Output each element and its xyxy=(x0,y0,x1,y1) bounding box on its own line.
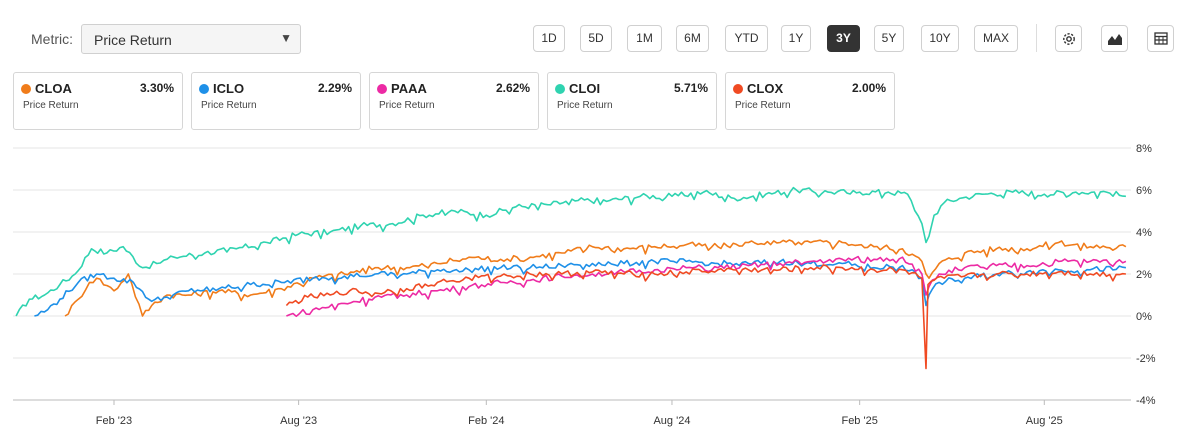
legend-card-clox[interactable]: CLOX 2.00% Price Return xyxy=(725,72,895,130)
y-tick-label: 2% xyxy=(1136,269,1152,281)
card-ticker: CLOI xyxy=(569,81,601,96)
card-ticker: CLOA xyxy=(35,81,72,96)
y-tick-label: 0% xyxy=(1136,311,1152,323)
x-tick-label: Aug '24 xyxy=(653,415,690,427)
range-button-6m[interactable]: 6M xyxy=(676,25,709,52)
range-button-1d[interactable]: 1D xyxy=(533,25,565,52)
range-button-1m[interactable]: 1M xyxy=(627,25,662,52)
table-view-icon xyxy=(1153,32,1168,45)
range-button-3y[interactable]: 3Y xyxy=(827,25,860,52)
y-tick-label: -4% xyxy=(1136,395,1156,407)
card-value: 2.29% xyxy=(317,81,352,95)
series-color-dot xyxy=(199,84,209,94)
card-metric: Price Return xyxy=(201,100,257,111)
y-tick-label: 6% xyxy=(1136,185,1152,197)
range-button-5y[interactable]: 5Y xyxy=(874,25,904,52)
series-line-clox xyxy=(285,264,1126,370)
range-button-1y[interactable]: 1Y xyxy=(781,25,811,52)
y-tick-label: 8% xyxy=(1136,143,1152,155)
metric-select-value: Price Return xyxy=(94,32,172,48)
table-view-button[interactable] xyxy=(1147,25,1174,52)
card-metric: Price Return xyxy=(23,100,79,111)
card-metric: Price Return xyxy=(735,100,791,111)
card-metric: Price Return xyxy=(379,100,435,111)
range-button-ytd[interactable]: YTD xyxy=(725,25,768,52)
card-value: 2.00% xyxy=(851,81,886,95)
y-tick-label: 4% xyxy=(1136,227,1152,239)
card-ticker: PAAA xyxy=(391,81,427,96)
series-color-dot xyxy=(555,84,565,94)
card-metric: Price Return xyxy=(557,100,613,111)
series-line-paaa xyxy=(286,255,1127,318)
x-tick-label: Aug '23 xyxy=(280,415,317,427)
card-value: 3.30% xyxy=(139,81,174,95)
range-button-5d[interactable]: 5D xyxy=(580,25,612,52)
series-line-iclo xyxy=(34,258,1127,317)
card-ticker: ICLO xyxy=(213,81,245,96)
range-button-10y[interactable]: 10Y xyxy=(921,25,959,52)
chevron-down-icon: ▼ xyxy=(280,31,292,45)
series-line-cloa xyxy=(64,239,1127,317)
settings-icon xyxy=(1062,32,1075,45)
price-return-chart: 8% 6% 4% 2% 0% -2% -4% Feb '23 Aug '23 Feb '24 Aug… xyxy=(13,143,1156,427)
legend-card-iclo[interactable]: ICLO 2.29% Price Return xyxy=(191,72,361,130)
metric-label: Metric: xyxy=(31,31,73,47)
legend-card-cloa[interactable]: CLOA 3.30% Price Return xyxy=(13,72,183,130)
card-ticker: CLOX xyxy=(747,81,784,96)
card-value: 5.71% xyxy=(673,81,708,95)
x-tick-label: Feb '24 xyxy=(468,415,504,427)
y-tick-label: -2% xyxy=(1136,353,1156,365)
series-color-dot xyxy=(733,84,743,94)
metric-select[interactable]: Price Return ▼ xyxy=(81,24,301,54)
chart-type-button[interactable] xyxy=(1101,25,1128,52)
x-tick-label: Feb '23 xyxy=(96,415,132,427)
range-button-max[interactable]: MAX xyxy=(974,25,1018,52)
legend-card-paaa[interactable]: PAAA 2.62% Price Return xyxy=(369,72,539,130)
card-value: 2.62% xyxy=(495,81,530,95)
x-tick-label: Aug '25 xyxy=(1026,415,1063,427)
series-line-cloi xyxy=(15,186,1126,317)
settings-button[interactable] xyxy=(1055,25,1082,52)
legend-card-cloi[interactable]: CLOI 5.71% Price Return xyxy=(547,72,717,130)
chart-type-icon xyxy=(1107,33,1122,45)
series-color-dot xyxy=(377,84,387,94)
toolbar-divider xyxy=(1036,24,1037,52)
series-color-dot xyxy=(21,84,31,94)
x-tick-label: Feb '25 xyxy=(841,415,877,427)
